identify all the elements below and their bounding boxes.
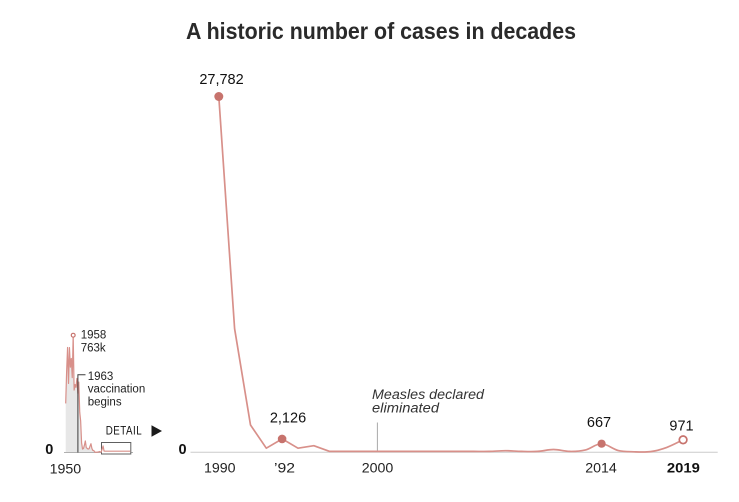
svg-text:A historic number of cases in: A historic number of cases in decades bbox=[186, 18, 576, 44]
svg-text:27,782: 27,782 bbox=[199, 72, 243, 88]
svg-text:2014: 2014 bbox=[585, 461, 617, 477]
svg-text:2019: 2019 bbox=[667, 461, 700, 477]
svg-text:DETAIL: DETAIL bbox=[106, 426, 143, 438]
svg-text:763k: 763k bbox=[81, 343, 106, 355]
svg-text:Measles declared: Measles declared bbox=[372, 387, 485, 402]
svg-text:2000: 2000 bbox=[362, 461, 394, 477]
svg-text:1963: 1963 bbox=[88, 371, 114, 383]
svg-text:0: 0 bbox=[45, 442, 53, 458]
svg-text:2,126: 2,126 bbox=[270, 411, 306, 427]
svg-text:971: 971 bbox=[669, 419, 693, 435]
svg-text:eliminated: eliminated bbox=[372, 401, 440, 416]
svg-text:begins: begins bbox=[88, 396, 122, 408]
svg-text:1958: 1958 bbox=[81, 330, 107, 342]
svg-text:1990: 1990 bbox=[204, 461, 236, 477]
svg-text:667: 667 bbox=[587, 415, 611, 431]
svg-text:1950: 1950 bbox=[50, 462, 82, 478]
svg-text:0: 0 bbox=[178, 442, 186, 458]
svg-text:’92: ’92 bbox=[274, 461, 295, 477]
svg-text:vaccination: vaccination bbox=[88, 384, 146, 396]
